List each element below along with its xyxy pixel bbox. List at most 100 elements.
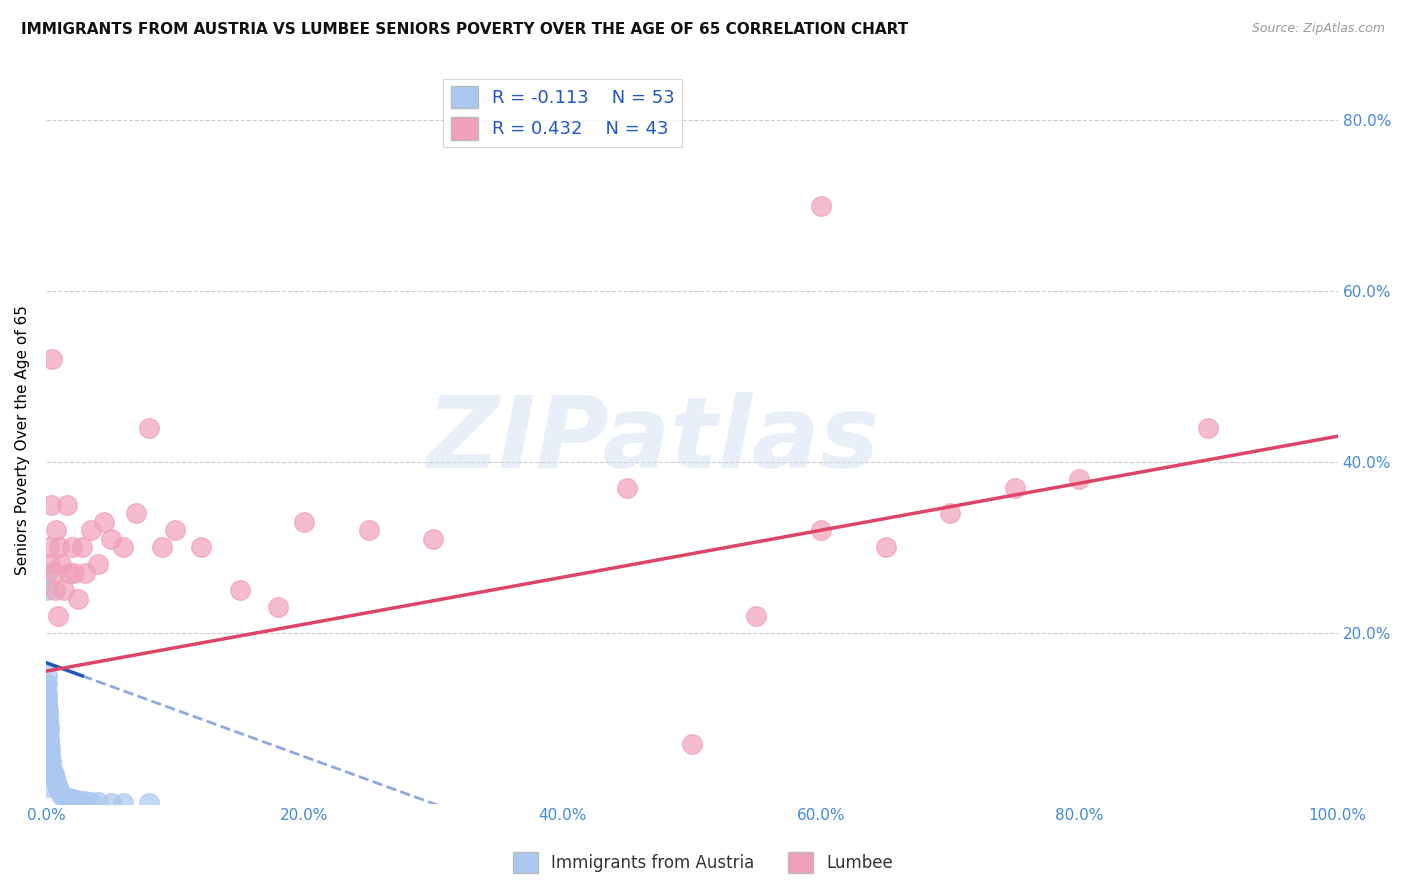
Point [44,582,66,597]
Point [44,771,66,785]
Point [55,498,77,512]
Point [37,720,59,734]
Point [38,745,60,759]
Point [73,794,96,808]
Point [46,608,69,623]
Point [35,685,58,699]
Point [37,566,59,580]
Point [48,784,70,798]
Point [86,795,108,809]
Point [616,481,638,495]
Point [112,796,135,810]
Point [70,541,93,555]
Point [67,591,90,606]
Point [125,506,148,520]
Point [35,711,58,725]
Point [38,737,60,751]
Point [38,732,60,747]
Legend: R = -0.113    N = 53, R = 0.432    N = 43: R = -0.113 N = 53, R = 0.432 N = 43 [443,79,682,146]
Point [48,541,70,555]
Point [1198,421,1220,435]
Y-axis label: Seniors Poverty Over the Age of 65: Seniors Poverty Over the Age of 65 [15,306,30,575]
Point [35,703,58,717]
Point [37,706,59,721]
Point [138,421,160,435]
Point [38,732,60,747]
Point [37,698,59,713]
Point [86,558,108,572]
Point [112,541,135,555]
Point [38,741,60,756]
Point [165,523,187,537]
Point [37,715,59,730]
Point [45,775,67,789]
Point [53,582,76,597]
Point [875,541,897,555]
Point [37,715,59,730]
Legend: Immigrants from Austria, Lumbee: Immigrants from Austria, Lumbee [506,846,900,880]
Point [37,728,59,742]
Point [45,523,67,537]
Point [138,796,160,810]
Point [35,677,58,691]
Point [292,515,315,529]
Point [38,724,60,739]
Point [38,541,60,555]
Point [63,566,86,580]
Point [53,789,76,804]
Point [37,703,59,717]
Point [38,558,60,572]
Point [73,566,96,580]
Point [41,352,63,367]
Point [41,763,63,777]
Point [190,541,212,555]
Point [35,720,58,734]
Point [80,523,103,537]
Point [150,541,173,555]
Point [37,711,59,725]
Point [35,677,58,691]
Point [38,780,60,794]
Point [810,198,832,212]
Point [35,694,58,708]
Point [37,720,59,734]
Point [35,582,58,597]
Point [1069,472,1091,486]
Point [810,523,832,537]
Point [228,582,250,597]
Point [35,694,58,708]
Point [422,532,444,546]
Text: IMMIGRANTS FROM AUSTRIA VS LUMBEE SENIORS POVERTY OVER THE AGE OF 65 CORRELATION: IMMIGRANTS FROM AUSTRIA VS LUMBEE SENIOR… [21,22,908,37]
Point [42,766,65,780]
Point [267,600,290,615]
Point [39,498,62,512]
Point [100,796,122,810]
Point [1004,481,1026,495]
Point [681,737,703,751]
Point [51,788,73,802]
Point [58,566,80,580]
Point [51,558,73,572]
Point [37,724,59,739]
Text: Source: ZipAtlas.com: Source: ZipAtlas.com [1251,22,1385,36]
Point [60,792,83,806]
Point [745,608,768,623]
Point [35,668,58,682]
Point [80,795,103,809]
Point [939,506,962,520]
Point [42,566,65,580]
Point [37,690,59,704]
Point [38,720,60,734]
Point [37,715,59,730]
Point [39,749,62,764]
Point [35,711,58,725]
Point [39,754,62,768]
Point [67,793,90,807]
Point [37,728,59,742]
Point [60,541,83,555]
Point [357,523,380,537]
Point [37,706,59,721]
Text: ZIPatlas: ZIPatlas [426,392,880,489]
Point [58,791,80,805]
Point [93,515,115,529]
